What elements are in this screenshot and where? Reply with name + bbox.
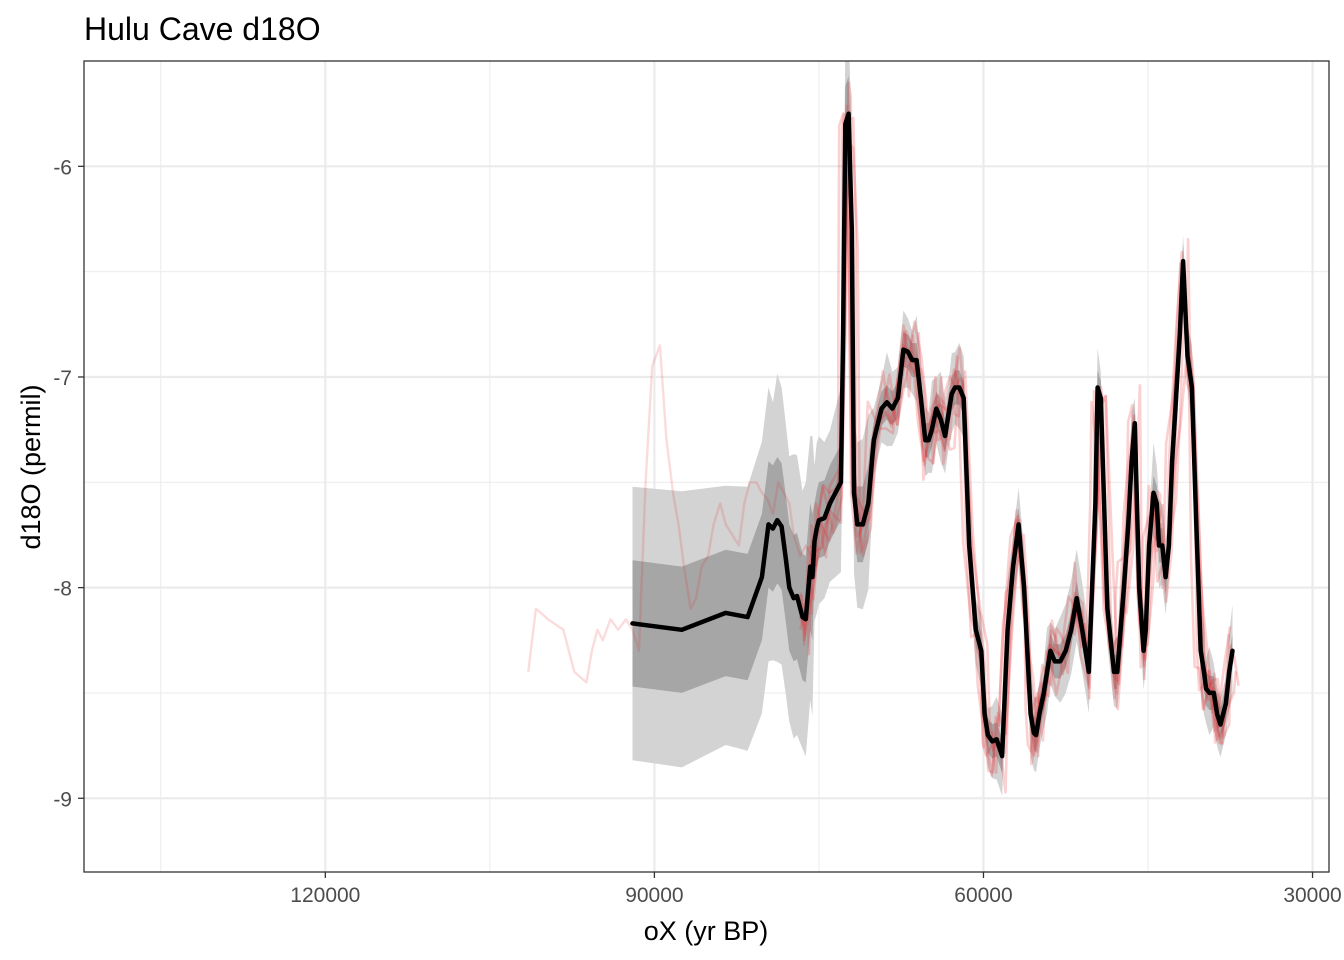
plot-panel: 120000 90000 60000 30000 -6 -7 -8 -9 — [53, 60, 1342, 907]
y-tick-label: -9 — [53, 788, 72, 811]
y-tick-label: -6 — [53, 156, 72, 179]
chart-title: Hulu Cave d18O — [84, 11, 321, 47]
x-tick-label: 60000 — [954, 884, 1012, 907]
ensemble-member-line — [527, 344, 818, 684]
ensemble-member-line — [799, 81, 1234, 794]
x-axis-title: oX (yr BP) — [644, 916, 769, 946]
median-line — [630, 111, 1235, 759]
y-tick-label: -8 — [53, 578, 72, 601]
panel-border — [83, 60, 1330, 873]
x-tick-label: 30000 — [1283, 884, 1341, 907]
x-tick-label: 90000 — [625, 884, 683, 907]
x-tick-label: 120000 — [290, 884, 360, 907]
y-tick-label: -7 — [53, 367, 72, 390]
y-axis-title: d18O (permil) — [16, 384, 46, 549]
data-layer — [527, 61, 1240, 796]
